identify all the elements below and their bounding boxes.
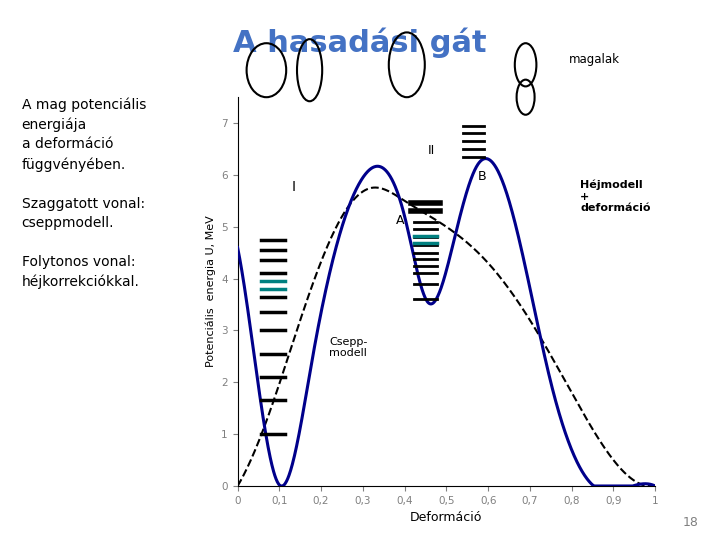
Text: A hasadási gát: A hasadási gát xyxy=(233,27,487,57)
Text: magalak: magalak xyxy=(569,53,620,66)
X-axis label: Deformáció: Deformáció xyxy=(410,511,482,524)
Text: Héjmodell
+
deformáció: Héjmodell + deformáció xyxy=(580,179,651,213)
Text: 18: 18 xyxy=(683,516,698,529)
Text: II: II xyxy=(428,144,436,157)
Text: B: B xyxy=(477,170,486,183)
Y-axis label: Potenciális  energia U, MeV: Potenciális energia U, MeV xyxy=(205,215,216,368)
Text: I: I xyxy=(292,179,296,193)
Text: A mag potenciális
energiája
a deformáció
függvényében.

Szaggatott vonal:
cseppm: A mag potenciális energiája a deformáció… xyxy=(22,97,146,289)
Text: Csepp-
modell: Csepp- modell xyxy=(329,337,367,359)
Text: A: A xyxy=(396,214,405,227)
